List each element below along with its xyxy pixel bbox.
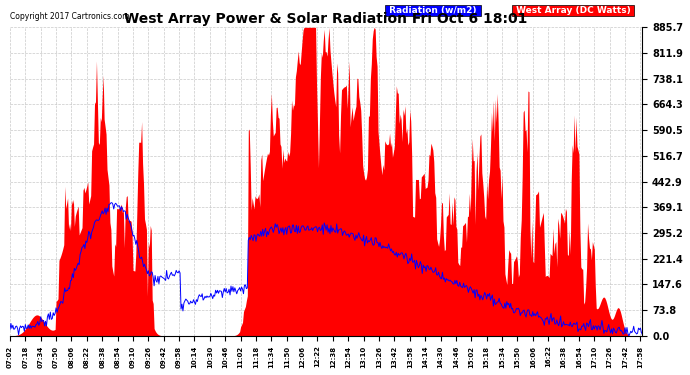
Title: West Array Power & Solar Radiation Fri Oct 6 18:01: West Array Power & Solar Radiation Fri O… bbox=[124, 12, 528, 26]
Text: Copyright 2017 Cartronics.com: Copyright 2017 Cartronics.com bbox=[10, 12, 130, 21]
Text: Radiation (w/m2): Radiation (w/m2) bbox=[386, 6, 480, 15]
Text: West Array (DC Watts): West Array (DC Watts) bbox=[513, 6, 633, 15]
